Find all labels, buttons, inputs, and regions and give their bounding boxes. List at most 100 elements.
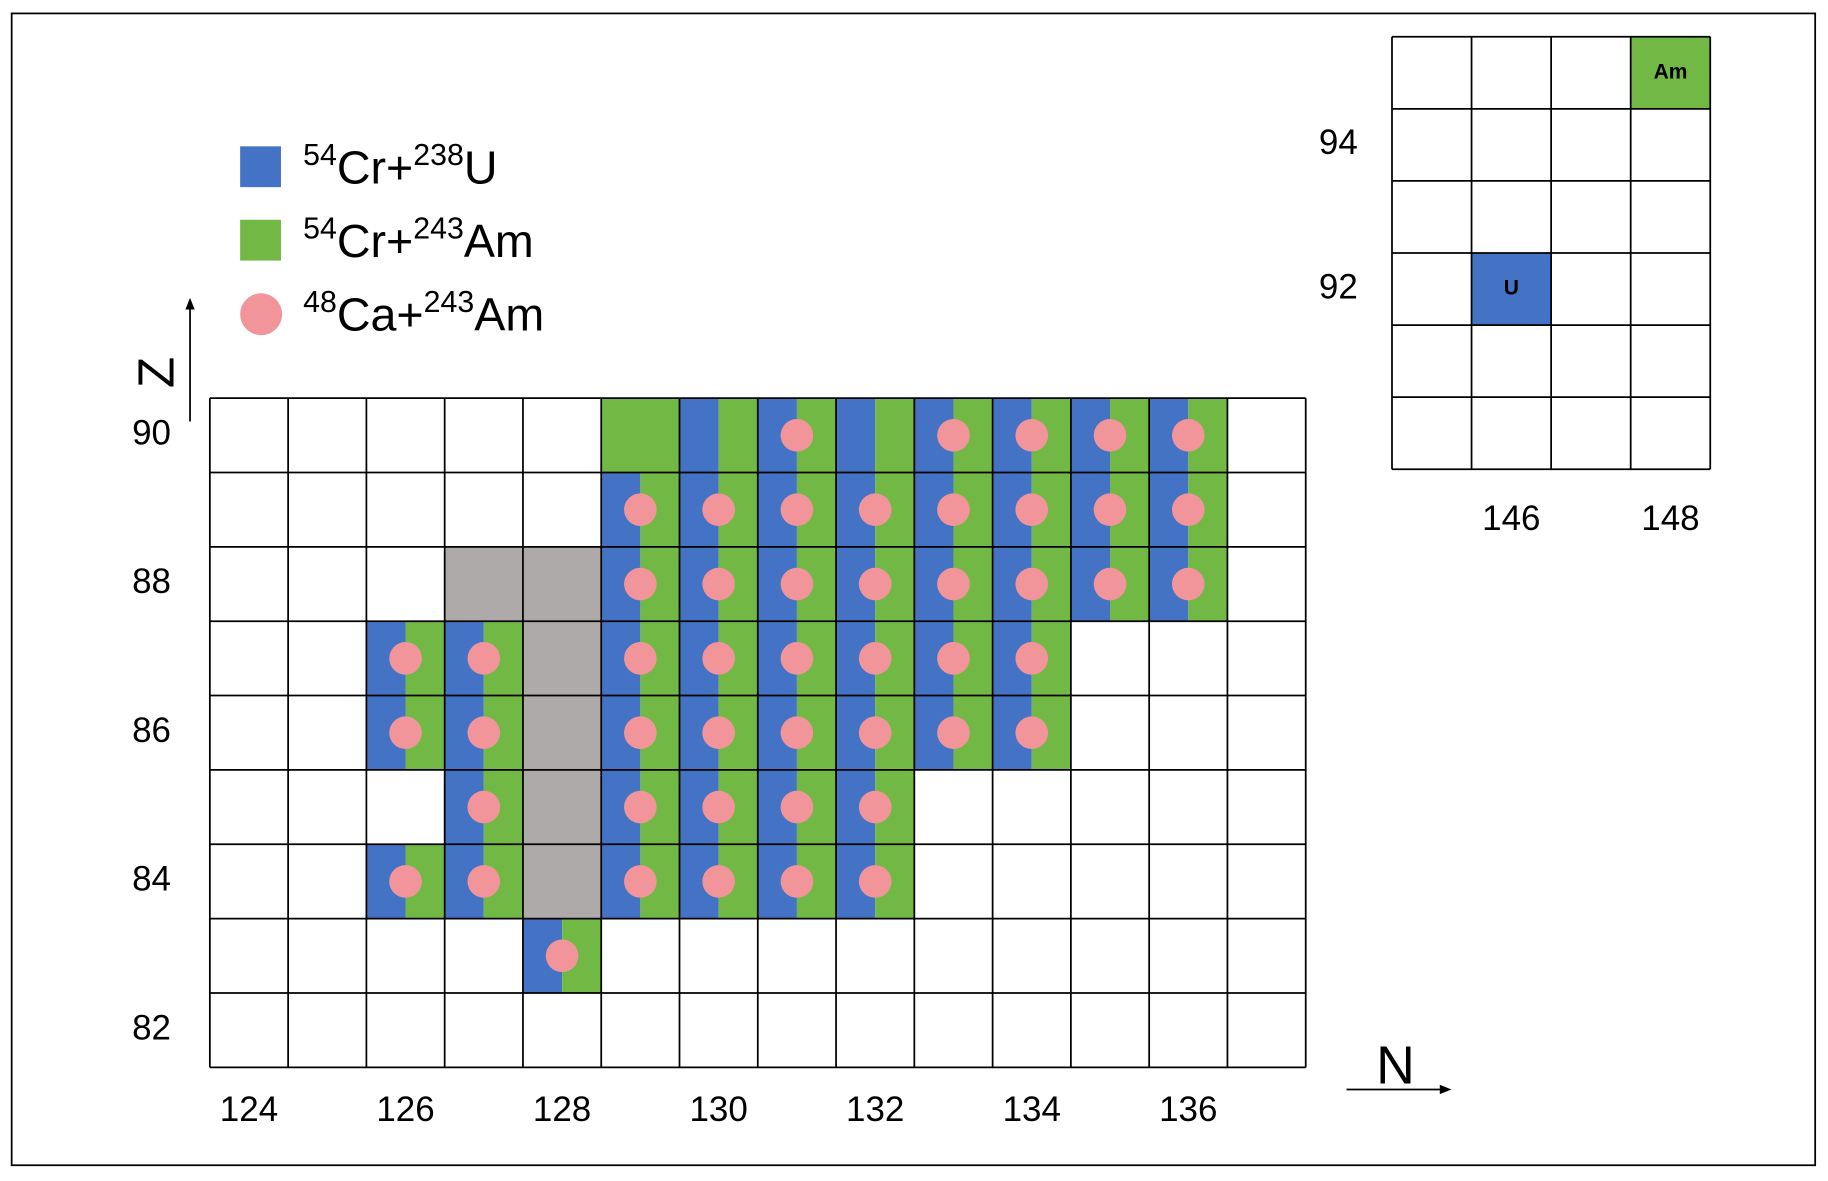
reaction-dot [780, 567, 814, 601]
reaction-dot [702, 790, 735, 824]
reaction-dot [937, 493, 970, 526]
reaction-dot [1015, 418, 1049, 452]
reaction-dot [389, 865, 422, 898]
x-tick-label: 146 [1482, 499, 1540, 538]
superscript: 243 [413, 212, 464, 245]
reaction-dot [780, 642, 814, 675]
reaction-dot [1015, 642, 1049, 675]
reaction-dot [624, 567, 657, 601]
reaction-dot [624, 790, 657, 824]
label-text: Am [474, 289, 544, 341]
other-cell [522, 769, 602, 845]
target-label: Am [1654, 60, 1688, 83]
reaction-dot [389, 716, 422, 750]
y-tick-label: 94 [1319, 123, 1358, 162]
reaction-cell [718, 398, 758, 473]
other-cell [522, 844, 602, 919]
reaction-dot [467, 716, 501, 750]
reaction-dot [1171, 493, 1205, 526]
target-cell [1471, 252, 1552, 326]
x-tick-label: 124 [220, 1090, 278, 1129]
reaction-dot [1171, 567, 1205, 601]
x-tick-label: 134 [1003, 1090, 1061, 1129]
superscript: 238 [413, 139, 464, 172]
reaction-dot [1093, 418, 1127, 452]
reaction-dot [702, 642, 735, 675]
x-tick-label: 126 [376, 1090, 434, 1129]
reaction-dot [780, 418, 814, 452]
n-arrow-head [1439, 1084, 1452, 1095]
reaction-dot [702, 493, 735, 526]
reaction-dot [780, 790, 814, 824]
reaction-dot [937, 418, 970, 452]
reaction-dot [624, 493, 657, 526]
y-tick-label: 82 [132, 1008, 171, 1047]
x-tick-label: 136 [1159, 1090, 1217, 1129]
reaction-dot [702, 716, 735, 750]
other-cell [522, 695, 602, 770]
reaction-dot [858, 642, 892, 675]
reaction-dot [858, 790, 892, 824]
reaction-dot [937, 567, 970, 601]
target-label: U [1504, 277, 1519, 300]
legend-label: 48Ca+243Am [303, 286, 544, 341]
reaction-dot [858, 716, 892, 750]
main-chart: 124 126 128 130 132 134 136 82 84 86 88 90 [132, 397, 1307, 1129]
reaction-cell [601, 398, 680, 473]
y-tick-label: 90 [132, 414, 171, 453]
reaction-dot [624, 865, 657, 898]
x-tick-label: 148 [1641, 499, 1699, 538]
reaction-dot [1171, 418, 1205, 452]
reaction-dot [467, 865, 501, 898]
reaction-dot [1015, 716, 1049, 750]
reaction-cell [836, 398, 876, 473]
x-tick-label: 130 [689, 1090, 747, 1129]
reaction-cell [679, 398, 719, 473]
label-text: Am [464, 215, 534, 267]
superscript: 243 [424, 286, 475, 319]
reaction-dot [1015, 567, 1049, 601]
legend-swatch [240, 146, 281, 188]
reaction-dot [937, 716, 970, 750]
superscript: 48 [303, 286, 337, 319]
reaction-dot [780, 493, 814, 526]
reaction-dot [702, 567, 735, 601]
y-axis-label: Z [127, 357, 184, 388]
other-cell [522, 621, 602, 696]
reaction-dot [1093, 493, 1127, 526]
reaction-dot [858, 865, 892, 898]
inset-chart: U Am 146 148 92 94 [1319, 35, 1712, 538]
y-tick-label: 92 [1319, 267, 1358, 306]
x-tick-label: 132 [846, 1090, 904, 1129]
reaction-dot [937, 642, 970, 675]
reaction-dot [467, 790, 501, 824]
other-cell [444, 546, 523, 622]
reaction-dot [1093, 567, 1127, 601]
target-cell [1630, 36, 1711, 109]
reaction-dot [624, 716, 657, 750]
legend-label: 54Cr+238U [303, 139, 497, 194]
other-cell [522, 546, 602, 622]
reaction-dot [780, 865, 814, 898]
reaction-dot [702, 865, 735, 898]
label-text: Ca+ [337, 289, 424, 341]
legend-label: 54Cr+243Am [303, 212, 534, 267]
reaction-dot [858, 567, 892, 601]
reaction-dot [545, 939, 579, 973]
superscript: 54 [303, 139, 337, 172]
legend-swatch [240, 293, 283, 336]
y-tick-label: 86 [132, 711, 171, 750]
x-tick-label: 128 [533, 1090, 591, 1129]
reaction-dot [624, 642, 657, 675]
reaction-dot [1015, 493, 1049, 526]
x-axis-label: N [1376, 1036, 1415, 1096]
legend-swatch [240, 219, 281, 261]
reaction-dot [858, 493, 892, 526]
superscript: 54 [303, 212, 337, 245]
reaction-dot [389, 642, 422, 675]
label-text: Cr+ [337, 142, 413, 194]
label-text: Cr+ [337, 215, 413, 267]
